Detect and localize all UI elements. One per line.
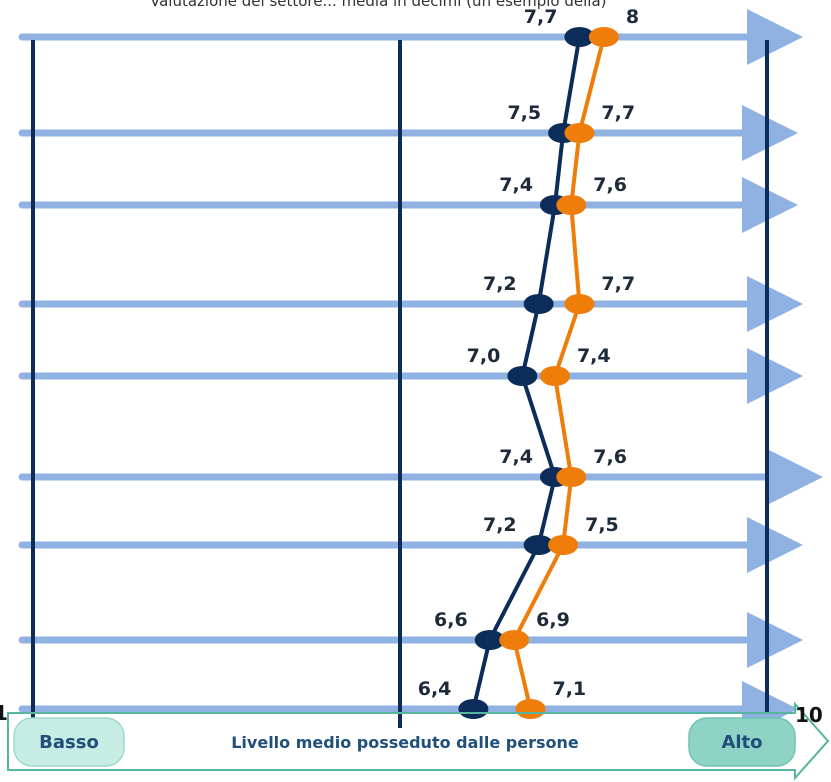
series-b-label: 7,6 — [593, 446, 627, 468]
series-b-point — [556, 467, 587, 487]
series-a-point — [523, 294, 554, 314]
series-b-label: 7,4 — [577, 345, 611, 367]
series-b-label: 7,1 — [552, 678, 586, 700]
series-a-point — [564, 27, 595, 47]
series-b-point — [564, 294, 595, 314]
series-a-point — [523, 535, 554, 555]
series-b-point — [515, 699, 546, 719]
axis-max-label: 10 — [795, 703, 823, 727]
series-a-label: 6,6 — [434, 609, 468, 631]
series-b-label: 7,7 — [601, 102, 635, 124]
series-a-label: 7,2 — [483, 273, 517, 295]
series-b-point — [556, 195, 587, 215]
series-a-point — [507, 366, 538, 386]
series-a-label: 7,4 — [499, 446, 533, 468]
series-b-point — [548, 535, 579, 555]
axis-low-pill — [13, 717, 125, 767]
series-a-label: 6,4 — [418, 678, 452, 700]
series-a-label: 7,2 — [483, 514, 517, 536]
axis-arrow-band — [7, 701, 830, 781]
axis-low-label: Basso — [39, 732, 99, 753]
series-a-label: 7,5 — [507, 102, 541, 124]
axis-min-label: 1 — [0, 701, 8, 725]
series-b-label: 8 — [626, 6, 639, 28]
series-b-point — [588, 27, 619, 47]
series-b-label: 6,9 — [536, 609, 570, 631]
grid-rows — [18, 9, 823, 737]
series-a-label: 7,4 — [499, 174, 533, 196]
axis-high-pill — [688, 717, 796, 767]
series-a-label: 7,7 — [524, 6, 558, 28]
chart-caption: Valutazione del settore... media in deci… — [150, 0, 607, 10]
series-b-point — [539, 366, 570, 386]
data-labels: 7,7 7,5 7,4 7,2 7,0 7,4 7,2 6,6 6,4 8 7,7 7,6 7,7 7,4… — [418, 6, 639, 700]
series-b-label: 7,6 — [593, 174, 627, 196]
axis-description: Livello medio posseduto dalle persone — [231, 733, 579, 752]
series-b-label: 7,5 — [585, 514, 619, 536]
axis-high-label: Alto — [721, 732, 762, 753]
series-b-point — [499, 630, 530, 650]
series-b-label: 7,7 — [601, 273, 635, 295]
series-a-label: 7,0 — [467, 345, 501, 367]
series-a-point — [474, 630, 505, 650]
series-a-point — [458, 699, 489, 719]
series-b-point — [564, 123, 595, 143]
